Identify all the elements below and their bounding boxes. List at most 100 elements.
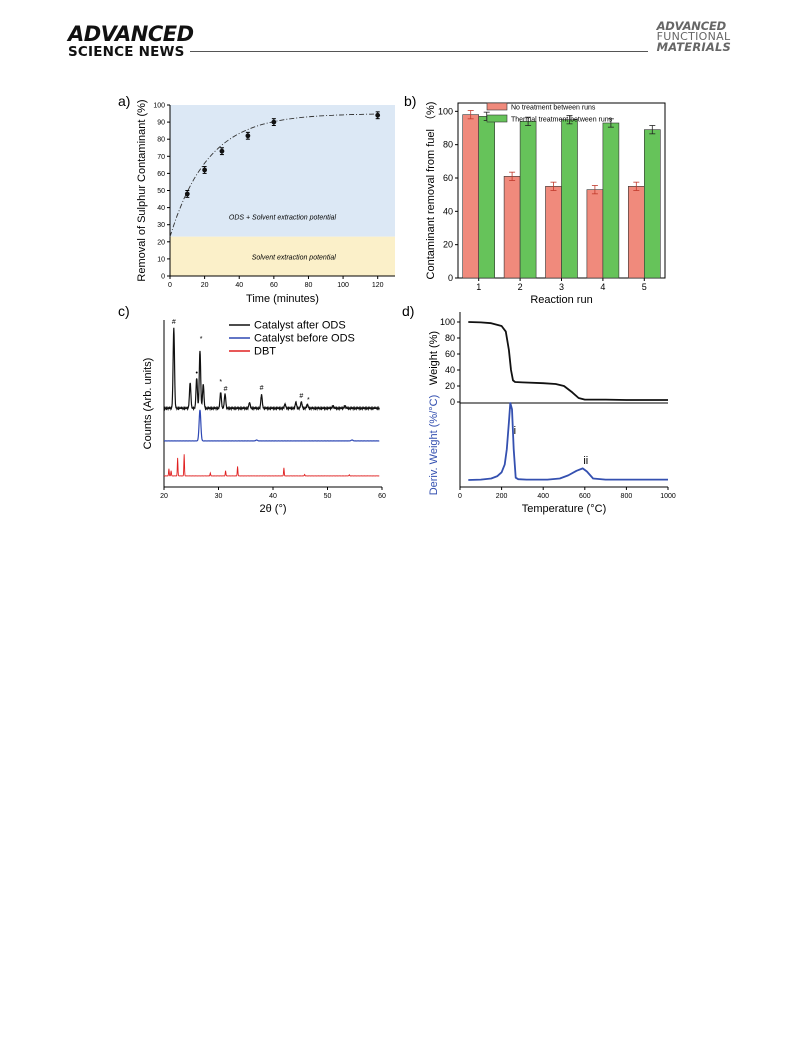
legend-label-c-1: Catalyst after ODS (254, 320, 346, 332)
x-axis-label-c: 2θ (°) (259, 503, 286, 515)
y-tick-label-a: 10 (157, 256, 165, 263)
peak-marker-4: * (219, 379, 222, 386)
x-tick-label-b: 3 (559, 282, 564, 292)
y-axis-label-d-bottom: Deriv. Weight (%/°C) (428, 395, 440, 496)
y-tick-label-b: 20 (443, 240, 453, 250)
legend-swatch-b-1 (486, 102, 508, 111)
y-tick-label-a: 70 (157, 154, 165, 161)
y-tick-label-a: 100 (153, 103, 165, 110)
y-tick-label-d: 80 (445, 333, 455, 343)
journal-right-line2: FUNCTIONAL (656, 29, 731, 43)
tga-derivative-curve (468, 402, 668, 481)
legend-swatch-b-2 (486, 114, 508, 123)
y-axis-label-b: Contaminant removal from fuel （%) (424, 102, 437, 280)
x-tick-label-b: 4 (600, 282, 605, 292)
tga-weight-curve (468, 321, 668, 401)
y-tick-label-d: 100 (440, 317, 455, 327)
x-tick-label-a: 0 (168, 282, 172, 289)
data-point-a (245, 133, 251, 139)
y-tick-label-d: 60 (445, 349, 455, 359)
y-tick-label-d: 0 (450, 397, 455, 407)
y-tick-label-b: 0 (448, 273, 453, 283)
x-tick-label-a: 120 (372, 282, 384, 289)
x-tick-label-b: 2 (518, 282, 523, 292)
x-tick-label-a: 20 (201, 282, 209, 289)
journal-name-line1: ADVANCED (68, 22, 194, 46)
bar-thermal-run-5 (643, 129, 661, 279)
xrd-trace-1 (163, 327, 380, 412)
panel-label-d: d) (402, 303, 414, 319)
y-axis-label-d-top: Weight (%) (428, 331, 440, 385)
journal-logo-left: ADVANCED SCIENCE NEWS (68, 24, 194, 60)
data-point-a (219, 148, 225, 154)
bar-thermal-run-1 (478, 116, 496, 279)
legend-label-b-1: No treatment between runs (511, 105, 596, 112)
bar-thermal-run-4 (602, 122, 620, 279)
peak-marker-3: • (195, 370, 198, 377)
y-tick-label-a: 90 (157, 120, 165, 127)
peak-label-i: i (514, 425, 516, 437)
legend-label-b-2: Thermal treatment between runs (511, 117, 613, 124)
region-label-2: Solvent extraction potential (252, 254, 336, 261)
y-tick-label-b: 80 (443, 140, 453, 150)
y-tick-label-a: 40 (157, 205, 165, 212)
y-tick-label-a: 30 (157, 222, 165, 229)
y-tick-label-b: 100 (438, 106, 453, 116)
y-tick-label-a: 60 (157, 171, 165, 178)
x-tick-label-d: 600 (579, 493, 591, 500)
y-tick-label-a: 50 (157, 188, 165, 195)
x-axis-label-d: Temperature (°C) (522, 503, 606, 515)
x-tick-label-c: 30 (215, 493, 223, 500)
legend-label-c-3: DBT (254, 346, 276, 358)
bar-no-treatment-run-5 (627, 186, 645, 279)
bar-thermal-run-3 (561, 119, 578, 279)
x-axis-label-b: Reaction run (530, 294, 592, 306)
peak-marker-8: * (307, 397, 310, 404)
journal-logo-right: ADVANCED FUNCTIONAL MATERIALS (656, 19, 731, 55)
bar-no-treatment-run-3 (545, 186, 562, 279)
x-tick-label-d: 0 (458, 493, 462, 500)
x-axis-label-a: Time (minutes) (246, 293, 319, 305)
panel-label-a: a) (118, 93, 130, 109)
y-tick-label-b: 60 (443, 173, 453, 183)
y-tick-label-d: 40 (445, 365, 455, 375)
journal-name-line2: SCIENCE NEWS (68, 44, 185, 60)
y-tick-label-a: 0 (161, 274, 165, 281)
panel-label-b: b) (404, 93, 416, 109)
peak-label-ii: ii (583, 455, 588, 467)
journal-right-line3: MATERIALS (656, 40, 731, 55)
legend-label-c-2: Catalyst before ODS (254, 333, 355, 345)
x-tick-label-c: 60 (378, 493, 386, 500)
x-tick-label-b: 5 (642, 282, 647, 292)
x-tick-label-a: 100 (337, 282, 349, 289)
data-point-a (271, 119, 277, 125)
data-point-a (375, 112, 381, 118)
data-point-a (184, 191, 190, 197)
panel-label-c: c) (118, 303, 130, 319)
peak-marker-6: # (260, 385, 264, 392)
journal-right-line1: ADVANCED (656, 19, 727, 33)
region-2 (170, 236, 395, 276)
x-tick-label-d: 400 (537, 493, 549, 500)
xrd-trace-3 (164, 454, 380, 477)
data-point-a (202, 167, 208, 173)
x-tick-label-d: 800 (621, 493, 633, 500)
y-axis-label-a: Removal of Sulphur Contaminant (%) (136, 99, 148, 281)
region-label-1: ODS + Solvent extraction potential (229, 215, 337, 222)
xrd-trace-2 (164, 409, 380, 442)
peak-marker-1: # (172, 319, 176, 326)
x-tick-label-a: 80 (305, 282, 313, 289)
x-tick-label-a: 40 (235, 282, 243, 289)
header-divider (190, 51, 648, 52)
y-axis-label-c: Counts (Arb. units) (142, 358, 154, 450)
x-tick-label-d: 1000 (660, 493, 676, 500)
peak-marker-7: # (299, 393, 303, 400)
y-tick-label-d: 20 (445, 381, 455, 391)
x-tick-label-b: 1 (476, 282, 481, 292)
peak-marker-2: * (200, 336, 203, 343)
region-1 (170, 105, 395, 237)
bar-no-treatment-run-4 (586, 189, 604, 279)
y-tick-label-a: 80 (157, 137, 165, 144)
bar-no-treatment-run-1 (462, 114, 480, 279)
